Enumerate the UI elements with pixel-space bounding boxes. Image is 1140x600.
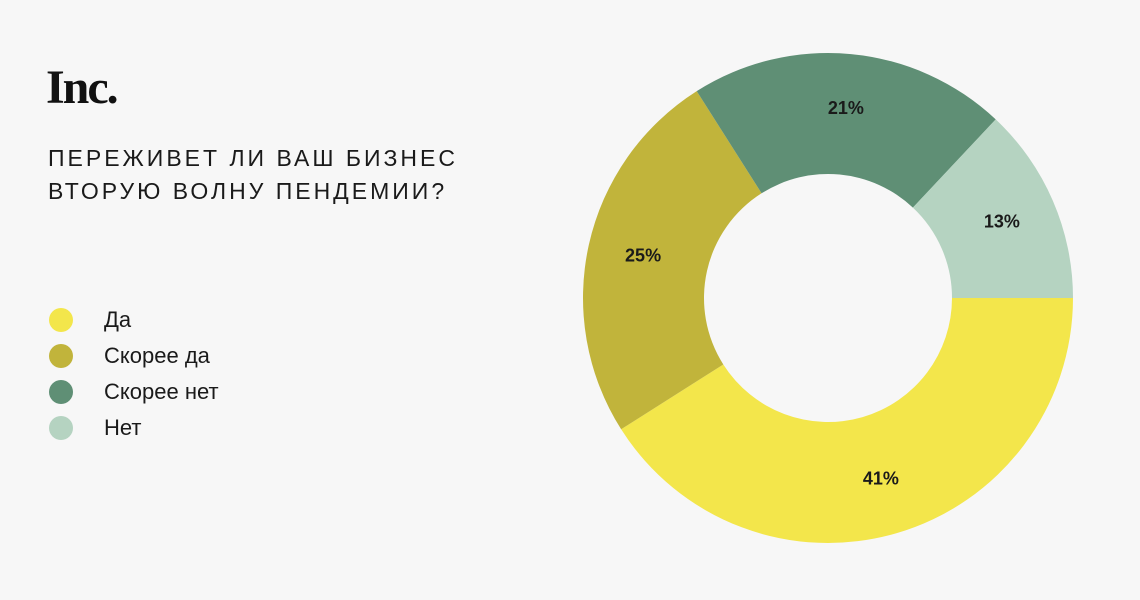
donut-slice — [621, 298, 1073, 543]
data-label: 21% — [828, 98, 864, 118]
donut-slice — [912, 119, 1073, 299]
legend-marker — [49, 308, 73, 332]
donut-slice — [696, 52, 996, 208]
chart-title: ПЕРЕЖИВЕТ ЛИ ВАШ БИЗНЕС ВТОРУЮ ВОЛНУ ПЕН… — [48, 145, 458, 204]
legend-label: Скорее да — [104, 343, 211, 368]
legend-label: Скорее нет — [104, 379, 219, 404]
legend-marker — [49, 380, 73, 404]
brand-logo: Inc. — [46, 61, 119, 114]
data-label: 41% — [863, 469, 899, 489]
legend-label: Нет — [104, 415, 141, 440]
legend-label: Да — [104, 307, 132, 332]
donut-slice — [582, 91, 762, 430]
data-label: 13% — [984, 211, 1020, 231]
legend-marker — [49, 416, 73, 440]
data-label: 25% — [625, 245, 661, 265]
legend-marker — [49, 344, 73, 368]
